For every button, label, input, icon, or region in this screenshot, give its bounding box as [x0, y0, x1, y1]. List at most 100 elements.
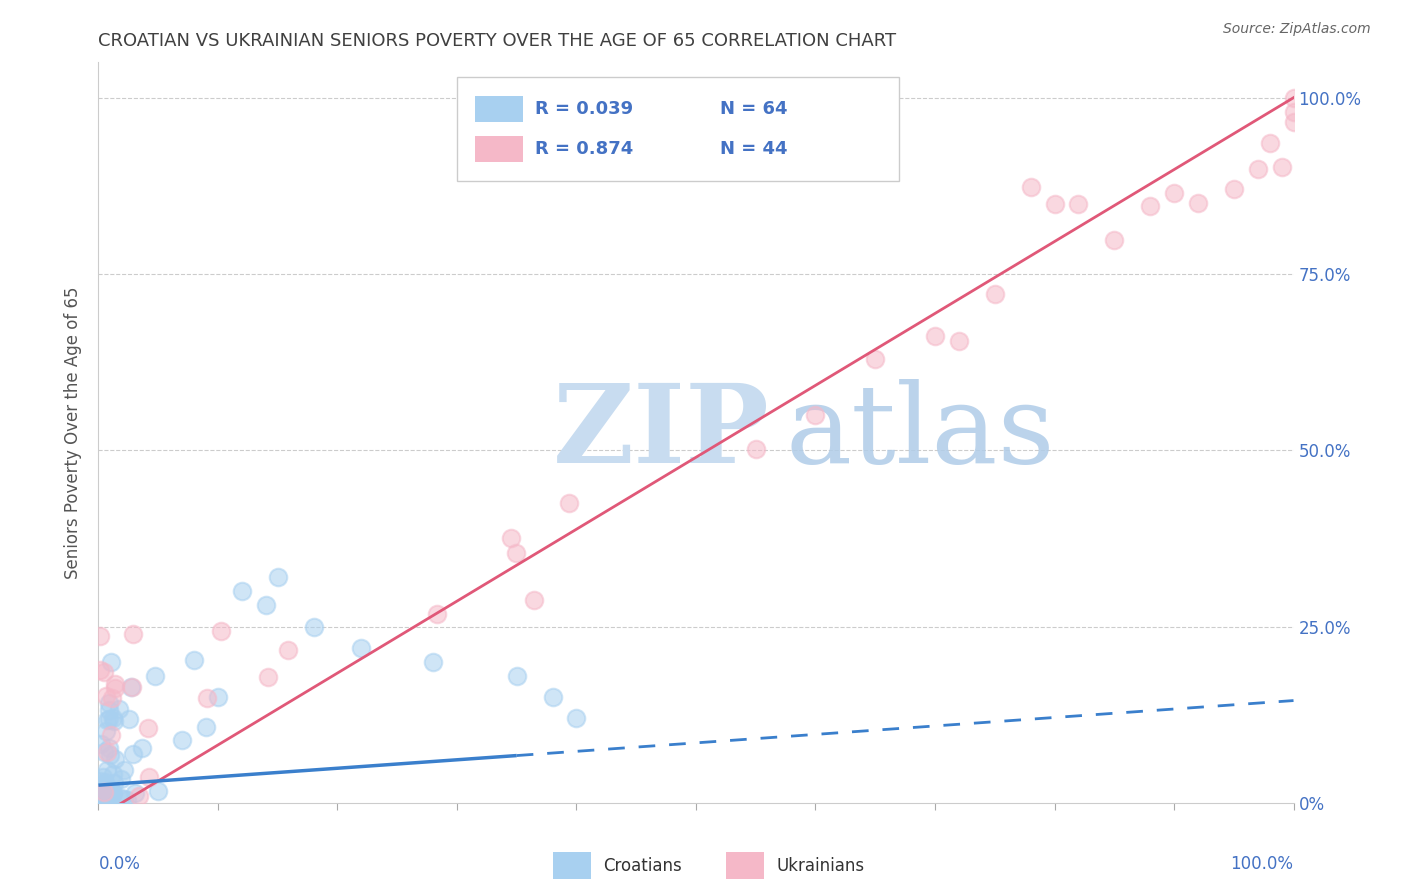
Point [100, 656, 122, 670]
Point [100, 728, 122, 742]
Point [98, 703, 121, 717]
Point [104, 677, 127, 691]
Point [1163, 186, 1185, 201]
Point [98, 789, 121, 803]
Point [101, 786, 124, 800]
Point [1258, 136, 1281, 151]
Point [131, 740, 153, 755]
Point [209, 624, 232, 639]
Point [1282, 104, 1305, 119]
Point [195, 691, 218, 706]
Point [101, 766, 124, 780]
Point [89, 786, 111, 800]
Point [89, 774, 111, 789]
Point [96, 764, 118, 778]
Point [98, 748, 121, 763]
Text: R = 0.039: R = 0.039 [534, 100, 633, 118]
Point [93, 778, 115, 792]
Point [565, 711, 588, 725]
Point [1223, 182, 1246, 196]
Point [501, 531, 523, 545]
Point [804, 409, 827, 423]
Point [90, 737, 112, 751]
Point [89, 789, 111, 804]
Point [267, 570, 290, 584]
Text: Croatians: Croatians [603, 856, 682, 875]
Text: Ukrainians: Ukrainians [776, 856, 865, 875]
Point [948, 334, 970, 348]
Point [745, 442, 768, 457]
Point [93, 665, 115, 679]
Point [143, 669, 166, 683]
Point [924, 329, 946, 343]
Point [112, 791, 135, 805]
Point [1247, 162, 1270, 177]
Point [136, 721, 159, 735]
Point [118, 712, 141, 726]
Point [124, 786, 146, 800]
Point [1282, 91, 1305, 105]
FancyBboxPatch shape [457, 78, 900, 181]
Point [110, 772, 132, 786]
Point [231, 584, 253, 599]
Point [350, 640, 373, 655]
Point [128, 789, 150, 803]
Point [277, 643, 299, 657]
Point [94, 774, 117, 789]
Point [558, 496, 581, 510]
Text: N = 44: N = 44 [720, 140, 787, 158]
Point [93, 778, 115, 792]
Text: ZIP: ZIP [553, 379, 769, 486]
Point [94, 785, 117, 799]
Point [89, 663, 111, 677]
Point [257, 670, 280, 684]
Point [422, 655, 444, 669]
Point [91, 795, 114, 809]
Point [1104, 233, 1126, 247]
Point [89, 784, 111, 798]
Point [121, 627, 143, 641]
Point [110, 791, 132, 805]
Point [94, 793, 117, 807]
Point [90, 780, 112, 794]
Text: atlas: atlas [786, 379, 1056, 486]
Point [96, 745, 118, 759]
Point [984, 286, 1007, 301]
Point [103, 714, 125, 728]
Point [254, 599, 277, 613]
Point [94, 690, 117, 704]
Point [89, 784, 111, 798]
FancyBboxPatch shape [553, 853, 591, 879]
Point [302, 619, 325, 633]
Point [94, 794, 117, 808]
Point [97, 697, 120, 711]
Point [98, 712, 121, 726]
Point [93, 789, 115, 804]
Text: N = 64: N = 64 [720, 100, 787, 118]
Text: 0.0%: 0.0% [98, 855, 141, 872]
Point [112, 763, 135, 777]
Point [94, 724, 117, 739]
Point [148, 783, 170, 797]
Point [98, 741, 121, 756]
Point [207, 690, 229, 704]
Point [90, 782, 112, 797]
Point [195, 720, 218, 734]
Point [505, 546, 527, 560]
Point [1271, 161, 1294, 175]
Point [1067, 197, 1090, 211]
Text: Source: ZipAtlas.com: Source: ZipAtlas.com [1223, 22, 1371, 37]
Point [101, 690, 124, 705]
Point [90, 789, 112, 804]
Point [94, 796, 117, 810]
Point [120, 680, 142, 694]
Point [93, 745, 115, 759]
Text: 100.0%: 100.0% [1230, 855, 1294, 872]
Point [183, 652, 205, 666]
Point [91, 770, 114, 784]
Point [115, 793, 138, 807]
Point [426, 607, 449, 621]
Point [541, 690, 564, 704]
Point [138, 770, 160, 784]
Point [172, 732, 194, 747]
